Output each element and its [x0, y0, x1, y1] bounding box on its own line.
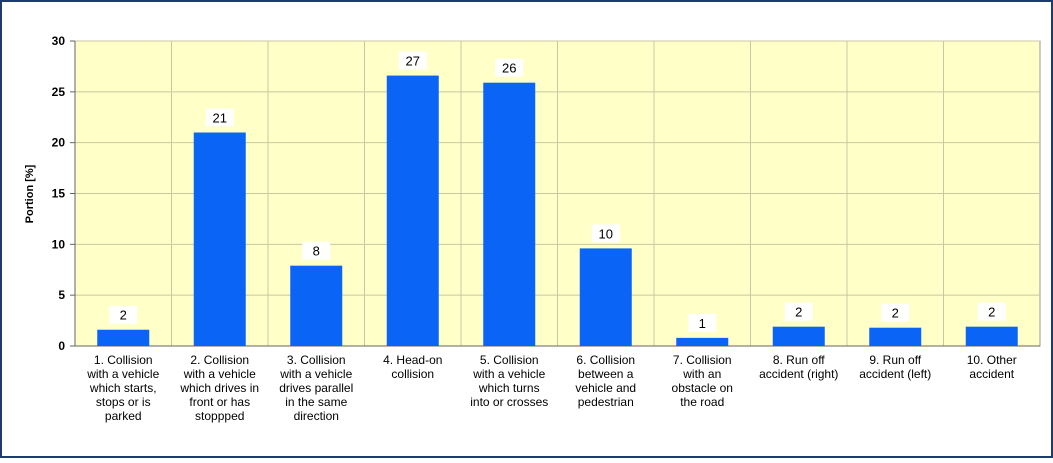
- label-line: accident (left): [859, 367, 931, 381]
- bar: [290, 265, 343, 346]
- value-label-box: [109, 305, 138, 324]
- label-line: into or crosses: [470, 395, 548, 409]
- x-tick-label: 9. Run off accident (left): [859, 353, 931, 381]
- label-line: between a: [578, 367, 634, 381]
- y-tick-label: 10: [52, 237, 66, 251]
- x-tick-label: 5. Collision with a vehicle which turns int…: [470, 353, 548, 409]
- label-line: 6. Collision: [576, 353, 635, 367]
- value-label: 8: [313, 244, 320, 259]
- x-tick-label: 1. Collision with a vehicle which starts, s…: [86, 353, 159, 423]
- value-label-box: [495, 58, 524, 77]
- x-tick-label: 4. Head-on collision: [383, 353, 442, 381]
- y-tick-label: 30: [52, 34, 66, 48]
- value-label-box: [591, 224, 620, 243]
- label-line: which drives in: [179, 381, 259, 395]
- x-tick-label: 8. Run off accident (right): [759, 353, 838, 381]
- label-line: pedestrian: [578, 395, 634, 409]
- label-line: parked: [105, 409, 142, 423]
- value-label-box: [302, 241, 331, 260]
- value-label-box: [977, 302, 1006, 321]
- label-line: front or has: [189, 395, 250, 409]
- label-line: 1. Collision: [94, 353, 153, 367]
- label-line: vehicle and: [575, 381, 636, 395]
- bar: [483, 82, 536, 346]
- label-line: with a vehicle: [86, 367, 159, 381]
- value-label: 2: [120, 308, 127, 323]
- label-line: which turns: [478, 381, 540, 395]
- label-line: with a vehicle: [279, 367, 352, 381]
- label-line: 9. Run off: [869, 353, 921, 367]
- label-line: with an: [682, 367, 721, 381]
- y-tick-label: 5: [58, 288, 65, 302]
- value-label: 2: [795, 305, 802, 320]
- value-label-box: [688, 313, 717, 332]
- label-line: collision: [391, 367, 434, 381]
- value-label: 10: [599, 226, 613, 241]
- label-line: stops or is: [96, 395, 151, 409]
- x-tick-label: 10. Other accident: [967, 353, 1017, 381]
- label-line: stoppped: [195, 409, 244, 423]
- label-line: 4. Head-on: [383, 353, 442, 367]
- x-tick-label: 2. Collision with a vehicle which drives i…: [179, 353, 259, 423]
- bar: [869, 327, 922, 346]
- label-line: 10. Other: [967, 353, 1017, 367]
- label-line: which starts,: [89, 381, 157, 395]
- bar: [97, 329, 150, 346]
- label-line: in the same: [285, 395, 347, 409]
- label-line: 8. Run off: [773, 353, 825, 367]
- label-line: 3. Collision: [287, 353, 346, 367]
- x-tick-label: 6. Collision between a vehicle and pedestri…: [575, 353, 636, 409]
- label-line: accident (right): [759, 367, 838, 381]
- value-label-box: [784, 302, 813, 321]
- value-label: 2: [988, 305, 995, 320]
- bar: [772, 326, 825, 346]
- y-tick-label: 15: [52, 187, 66, 201]
- bar: [676, 337, 729, 346]
- bar: [579, 248, 632, 346]
- label-line: 5. Collision: [480, 353, 539, 367]
- value-label: 2: [892, 306, 899, 321]
- label-line: direction: [294, 409, 339, 423]
- x-tick-label: 7. Collision with an obstacle on the road: [672, 353, 733, 409]
- label-line: the road: [680, 395, 724, 409]
- label-line: with a vehicle: [472, 367, 545, 381]
- label-line: obstacle on: [672, 381, 733, 395]
- value-label-box: [398, 51, 427, 70]
- label-line: accident: [969, 367, 1014, 381]
- bar: [386, 75, 439, 347]
- bar: [965, 326, 1018, 346]
- y-tick-label: 20: [52, 136, 66, 150]
- label-line: 2. Collision: [190, 353, 249, 367]
- value-label: 1: [699, 316, 706, 331]
- label-line: 7. Collision: [673, 353, 732, 367]
- value-label-box: [881, 303, 910, 322]
- bar: [193, 132, 246, 346]
- x-tick-label: 3. Collision with a vehicle drives paralle…: [279, 353, 353, 423]
- value-label: 27: [406, 54, 420, 69]
- value-label-box: [205, 108, 234, 127]
- label-line: drives parallel: [279, 381, 353, 395]
- y-axis-label: Portion [%]: [24, 164, 36, 223]
- label-line: with a vehicle: [183, 367, 256, 381]
- y-tick-label: 25: [52, 85, 66, 99]
- value-label: 26: [502, 61, 516, 76]
- value-label: 21: [213, 111, 227, 126]
- y-tick-label: 0: [58, 339, 65, 353]
